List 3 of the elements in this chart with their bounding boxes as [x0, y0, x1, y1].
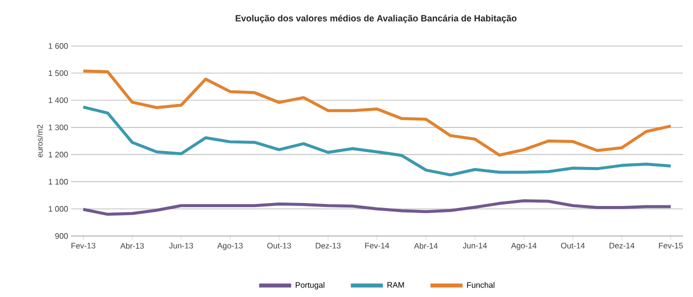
- line-series: [82, 69, 672, 157]
- chart-title: Evolução dos valores médios de Avaliação Bancária de Habitação: [236, 14, 516, 24]
- line-series: [82, 106, 672, 176]
